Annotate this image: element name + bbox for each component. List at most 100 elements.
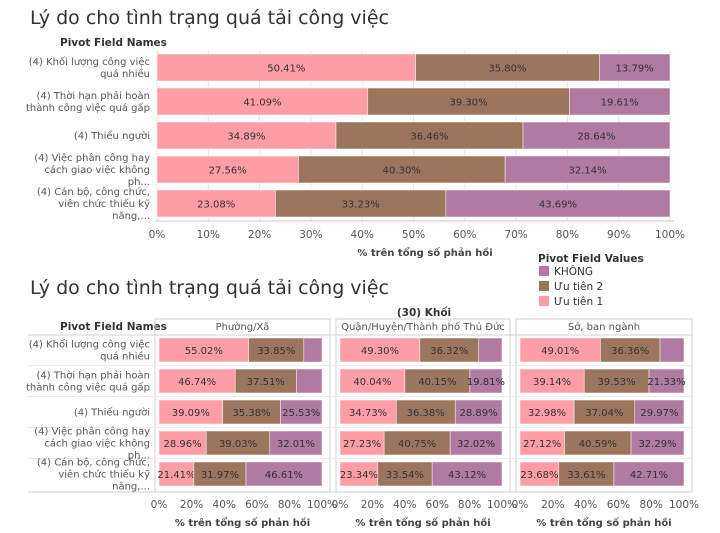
chart-1-bar-uu-tien-2 [335,121,524,150]
chart-2-bar-uu-tien-1 [519,337,601,363]
chart-2-panel-frame [154,318,331,493]
chart-1-data-label: 35.80% [488,64,526,75]
chart-2-data-label: 42.71% [630,470,668,481]
chart-2-facet-names: Phường/Xã Quận/Huyện/Thành phố Thủ Đức Sở,… [216,321,641,333]
chart-2-bar-khong [454,399,503,425]
chart-2-bar-khong [431,461,503,487]
chart-2-data-label: 27.12% [523,439,561,450]
chart-2-bar-uu-tien-2 [193,461,247,487]
legend-label-khong: KHÔNG [554,265,593,278]
chart-1-x-tick: 30% [299,229,322,241]
chart-2-category-label: (4) Thiếu người [74,407,150,419]
chart-2-x-tick: 0% [512,499,529,511]
chart-1-bar-uu-tien-2 [275,189,447,218]
chart-2-title: Lý do cho tình trạng quá tải công việc [30,277,389,299]
chart-2-x-tick: 100% [487,499,517,511]
chart-2-bar-khong [648,368,685,394]
chart-1-x-tick: 80% [556,229,579,241]
chart-2-data-label: 37.04% [585,408,623,419]
chart-1-data-label: 34.89% [227,132,265,143]
chart-2-data-label: 34.73% [349,408,387,419]
chart-1-bar-uu-tien-1 [156,121,337,150]
chart-2-panel-frame [335,318,511,493]
chart-2-bar-uu-tien-1 [158,430,207,456]
chart-2-data-label: 27.23% [343,439,381,450]
chart-2-bar-uu-tien-2 [564,430,632,456]
chart-2-x-tick: 80% [640,499,663,511]
chart-2-data-label: 36.32% [430,346,468,357]
chart-2-row-header: Pivot Field Names [60,321,167,333]
chart-2-bar-khong [659,337,685,363]
chart-2-bar-khong [303,337,323,363]
chart-1-bar-uu-tien-1 [156,189,276,218]
chart-2-x-tick: 60% [426,499,449,511]
chart-1-x-tick: 100% [655,229,685,241]
chart-1-data-label: 41.09% [243,98,281,109]
chart-2-bar-uu-tien-1 [339,368,406,394]
chart-1-bar-uu-tien-1 [156,155,299,184]
chart-1-bar-uu-tien-1 [156,53,416,82]
chart-2-bar-uu-tien-1 [339,430,385,456]
chart-1-category-label: (4) Khối lượng công việc quá nhiều [29,56,150,80]
chart-2-bar-uu-tien-1 [158,368,236,394]
chart-2-facet-name: Sở, ban ngành [568,321,640,333]
chart-2-data-label: 23.68% [520,470,558,481]
chart-2-frame [28,318,693,493]
chart-2-x-axis-titles: % trên tổng số phản hồi % trên tổng số ph… [175,516,672,529]
chart-2-data-label: 25.53% [282,408,320,419]
chart-1-x-axis-title: % trên tổng số phản hồi [357,246,492,259]
legend-swatch-uu-tien-2 [539,281,549,291]
chart-2-bar-uu-tien-2 [234,368,297,394]
chart-2-bar-uu-tien-2 [377,461,433,487]
chart-2-category-label: (4) Cán bộ, công chức, viên chức thiếu kỹ… [37,457,150,493]
chart-2-data-label: 36.38% [407,408,445,419]
chart-1-category-labels: (4) Khối lượng công việc quá nhiều (4) Thờ… [26,56,150,222]
chart-2-data-label: 40.59% [579,439,617,450]
chart-2-bar-uu-tien-1 [339,399,397,425]
chart-2-bar-khong [280,399,323,425]
chart-2-x-tick: 100% [307,499,337,511]
chart-2-data-label: 23.34% [340,470,378,481]
chart-2-x-axis-title: % trên tổng số phản hồi [536,516,671,529]
chart-2-data-label: 49.01% [541,346,579,357]
chart-2-data-label: 46.74% [178,377,216,388]
chart-2-facet-name: Quận/Huyện/Thành phố Thủ Đức [341,321,505,333]
chart-2-bar-uu-tien-2 [222,399,281,425]
chart-2-facet-header: (30) Khối [397,306,451,319]
chart-1-data-label: 32.14% [568,166,606,177]
chart-2-x-tick: 20% [180,499,203,511]
chart-2-data-label: 37.51% [247,377,285,388]
chart-2-x-tick: 40% [213,499,236,511]
chart-2-x-tick: 0% [332,499,349,511]
chart-2-data-label: 36.36% [611,346,649,357]
chart-2-bar-uu-tien-2 [573,399,636,425]
chart-1-data-label: 33.23% [342,200,380,211]
chart-2-data-label: 33.85% [257,346,295,357]
chart-2-x-axis-title: % trên tổng số phản hồi [175,516,310,529]
chart-2-data-label: 39.53% [598,377,636,388]
chart-2-bar-uu-tien-1 [519,399,575,425]
chart-2-bar-uu-tien-2 [396,399,456,425]
chart-2-bar-uu-tien-1 [158,337,249,363]
chart-2-bar-uu-tien-2 [404,368,471,394]
chart-2-category-labels: (4) Khối lượng công việc quá nhiều (4) Thờ… [26,339,150,493]
chart-2-data-label: 35.38% [232,408,270,419]
legend-label-uu-tien-2: Ưu tiên 2 [554,281,603,293]
chart-2-bar-uu-tien-2 [600,337,661,363]
chart-2-bar-uu-tien-2 [419,337,479,363]
chart-2-data-label: 49.30% [361,346,399,357]
chart-2-bar-uu-tien-2 [205,430,271,456]
chart-2-data-label: 40.04% [353,377,391,388]
chart-1-data-label: 39.30% [450,98,488,109]
chart-1-x-tick: 90% [607,229,630,241]
chart-1-bar-uu-tien-2 [415,53,600,82]
chart-1-x-tick: 10% [197,229,220,241]
chart-2-bar-khong [634,399,685,425]
chart-1-bars: 50.41% 35.80% 13.79% 41.09% 39.30% 19.61% 34.8… [156,53,671,218]
chart-1-row-header: Pivot Field Names [60,37,167,49]
chart-1-x-tick: 70% [504,229,527,241]
chart-2-x-tick: 0% [151,499,168,511]
chart-1-data-label: 43.69% [539,200,577,211]
chart-1-category-label: (4) Thời hạn phải hoàn thành công việc qu… [26,90,150,114]
chart-2-x-tick: 60% [245,499,268,511]
